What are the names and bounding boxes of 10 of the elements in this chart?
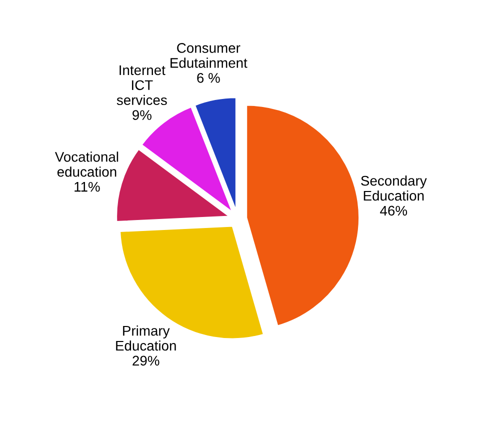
data-label: 46% xyxy=(380,206,408,216)
data-label: 11% xyxy=(74,182,100,192)
data-label: 29% xyxy=(132,356,160,366)
data-label: 9% xyxy=(132,110,152,120)
data-label: 6 % xyxy=(197,72,220,83)
slice-label: Secondary Education xyxy=(361,176,427,201)
slice-label: Vocational education xyxy=(54,152,118,177)
slice-label: Consumer Edutainment xyxy=(170,43,248,68)
slice-label: Primary Education xyxy=(116,326,176,351)
slice-label: Internet ICT services xyxy=(116,65,167,106)
